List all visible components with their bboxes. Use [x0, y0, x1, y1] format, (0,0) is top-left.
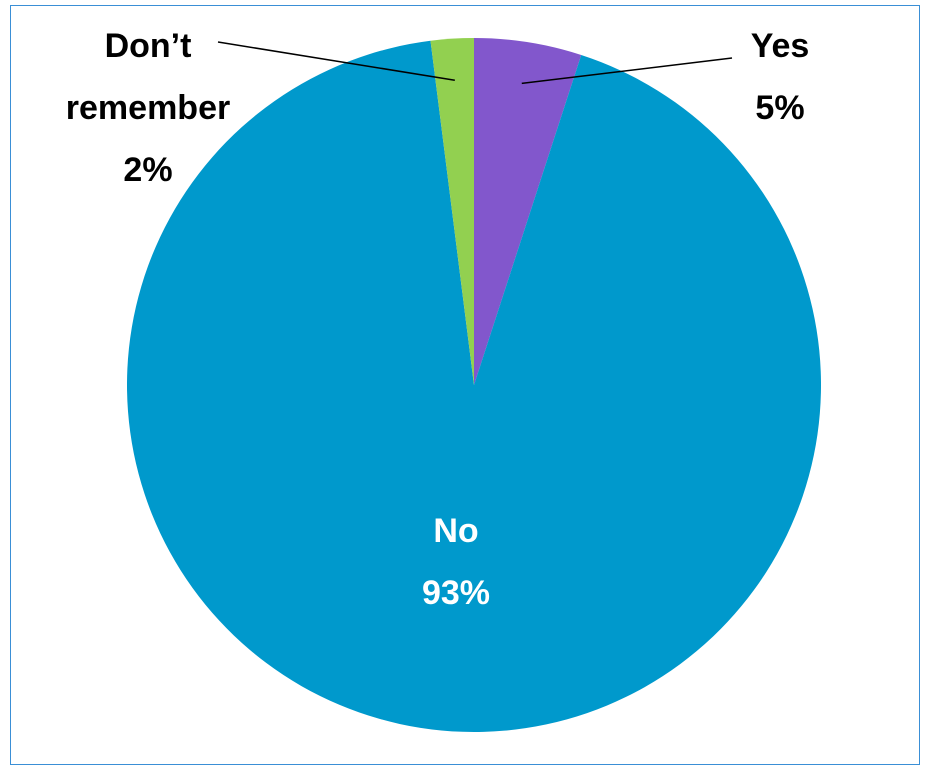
leader-lines [217, 41, 733, 85]
leader-line-dont-remember [217, 41, 455, 81]
slice-label-dont-remember-line1: Don’t [105, 27, 192, 65]
pie-slice-no [126, 40, 821, 732]
slice-label-yes: Yes [751, 27, 810, 65]
slice-percent-no: 93% [422, 574, 490, 612]
slice-percent-dont-remember: 2% [123, 151, 172, 189]
slice-percent-yes: 5% [755, 89, 804, 127]
pie-slices [126, 38, 821, 732]
slice-label-no: No [433, 512, 478, 550]
slice-label-dont-remember-line2: remember [66, 89, 230, 127]
pie-slice-dont-remember [430, 38, 474, 385]
pie-slice-yes [474, 38, 582, 385]
leader-line-yes [521, 57, 733, 85]
